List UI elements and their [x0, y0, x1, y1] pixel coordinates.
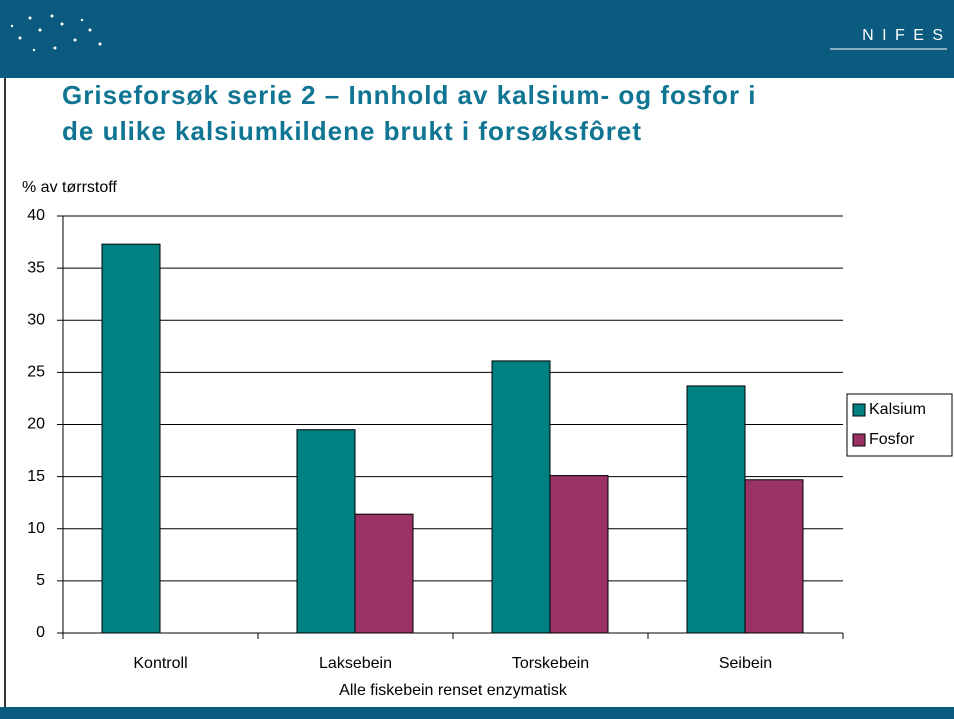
y-axis-label: % av tørrstoff — [22, 179, 117, 196]
y-tick-label: 30 — [27, 311, 45, 328]
y-tick-label: 0 — [36, 624, 45, 641]
x-tick-label: Laksebein — [319, 655, 392, 672]
title-line: de ulike kalsiumkildene brukt i forsøksf… — [62, 116, 642, 146]
logo-text: N I F E S — [862, 27, 945, 44]
bar — [354, 513, 414, 634]
title-line: Griseforsøk serie 2 – Innhold av kalsium… — [62, 80, 757, 110]
y-tick-label: 35 — [27, 259, 45, 276]
x-tick-label: Seibein — [719, 655, 772, 672]
bottom-banner — [0, 707, 954, 719]
top-banner — [0, 0, 954, 78]
x-tick-label: Torskebein — [512, 655, 589, 672]
bar — [296, 429, 356, 634]
y-tick-label: 25 — [27, 364, 45, 381]
legend-label: Fosfor — [869, 431, 915, 448]
legend-swatch — [852, 433, 866, 447]
bar — [549, 475, 609, 634]
bar — [101, 243, 161, 634]
y-tick-label: 40 — [27, 207, 45, 224]
logo-dots — [10, 14, 102, 52]
legend-swatch — [852, 403, 866, 417]
y-tick-label: 10 — [27, 520, 45, 537]
bar — [491, 360, 551, 634]
legend-label: Kalsium — [869, 401, 926, 418]
y-tick-label: 15 — [27, 468, 45, 485]
x-tick-label: Kontroll — [133, 655, 187, 672]
x-axis-label: Alle fiskebein renset enzymatisk — [339, 682, 568, 699]
bar — [744, 479, 804, 634]
y-tick-label: 5 — [36, 572, 45, 589]
y-tick-label: 20 — [27, 416, 45, 433]
bar — [686, 385, 746, 634]
